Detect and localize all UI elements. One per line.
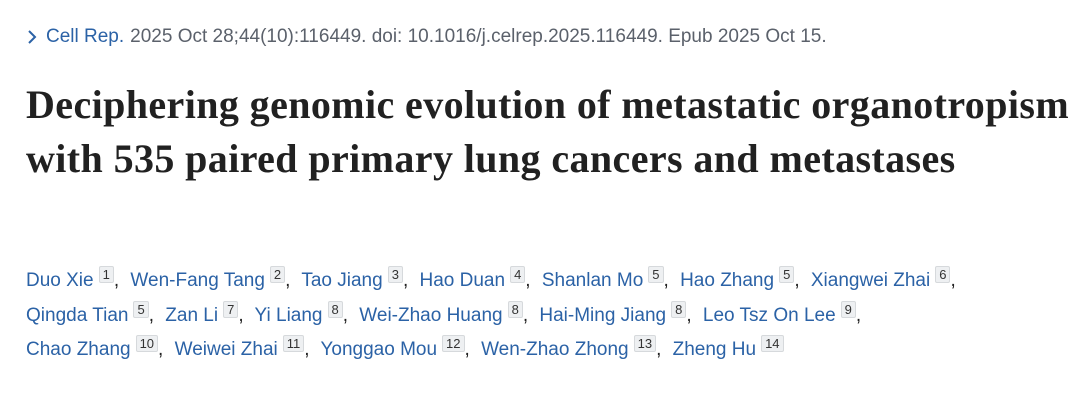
affiliation-number[interactable]: 8 <box>327 300 343 318</box>
affiliation-number[interactable]: 12 <box>442 335 465 352</box>
author: Qingda Tian 5, <box>26 300 160 326</box>
author-name[interactable]: Chao Zhang <box>26 339 131 360</box>
author: Duo Xie 1, <box>26 266 125 291</box>
affiliation-number[interactable]: 4 <box>510 266 526 283</box>
author-name[interactable]: Zheng Hu <box>672 339 757 360</box>
affiliation-number[interactable]: 8 <box>671 300 687 318</box>
citation: Cell Rep. 2025 Oct 28;44(10):116449. doi… <box>26 26 827 48</box>
author: Yonggao Mou 12, <box>320 335 475 360</box>
affiliation-number[interactable]: 5 <box>133 300 149 318</box>
author-name[interactable]: Shanlan Mo <box>541 270 644 291</box>
separator: , <box>285 270 291 291</box>
affiliation-number[interactable]: 5 <box>779 266 795 283</box>
author: Tao Jiang 3, <box>301 266 414 291</box>
author-name[interactable]: Yonggao Mou <box>320 339 438 360</box>
author-name[interactable]: Hao Zhang <box>680 270 775 291</box>
author-name[interactable]: Qingda Tian <box>26 304 129 326</box>
author: Shanlan Mo 5, <box>541 266 675 291</box>
author-name[interactable]: Xiangwei Zhai <box>810 270 931 291</box>
affiliation-number[interactable]: 3 <box>387 266 403 283</box>
author-name[interactable]: Wen-Zhao Zhong <box>481 339 629 360</box>
author: Zan Li 7, <box>165 300 249 326</box>
separator: , <box>794 270 800 291</box>
author: Hao Duan 4, <box>419 266 537 291</box>
author-name[interactable]: Leo Tsz On Lee <box>702 304 836 326</box>
affiliation-number[interactable]: 10 <box>135 335 159 352</box>
separator: , <box>525 270 531 291</box>
affiliation-number[interactable]: 14 <box>761 335 784 352</box>
separator: , <box>238 304 244 326</box>
author-name[interactable]: Weiwei Zhai <box>174 339 278 360</box>
author: Hai-Ming Jiang 8, <box>539 300 697 326</box>
author: Wen-Fang Tang 2, <box>130 266 296 291</box>
author: Leo Tsz On Lee 9, <box>702 300 867 326</box>
separator: , <box>113 270 120 291</box>
separator: , <box>464 339 470 360</box>
article-title: Deciphering genomic evolution of metasta… <box>26 82 1070 181</box>
affiliation-number[interactable]: 11 <box>282 335 305 352</box>
separator: , <box>522 304 529 326</box>
separator: , <box>656 339 662 360</box>
separator: , <box>304 339 310 360</box>
affiliation-number[interactable]: 8 <box>507 300 523 318</box>
separator: , <box>158 339 164 360</box>
author-name[interactable]: Tao Jiang <box>301 270 383 291</box>
separator: , <box>148 304 154 326</box>
author: Wen-Zhao Zhong 13, <box>481 335 667 360</box>
chevron-icon <box>28 30 37 44</box>
separator: , <box>663 270 669 291</box>
affiliation-number[interactable]: 6 <box>935 266 951 283</box>
affiliation-number[interactable]: 9 <box>840 300 856 318</box>
author: Yi Liang 8, <box>254 300 354 326</box>
author: Xiangwei Zhai 6, <box>810 266 962 291</box>
separator: , <box>402 270 409 291</box>
separator: , <box>855 304 862 326</box>
affiliation-number[interactable]: 2 <box>269 266 286 283</box>
author-name[interactable]: Hai-Ming Jiang <box>539 304 667 326</box>
affiliation-number[interactable]: 5 <box>648 266 664 283</box>
journal-link[interactable]: Cell Rep. <box>46 26 125 47</box>
author: Chao Zhang 10, <box>26 335 169 360</box>
author: Wei-Zhao Huang 8, <box>359 300 534 326</box>
author-name[interactable]: Wen-Fang Tang <box>130 270 265 291</box>
author: Zheng Hu 14 <box>672 335 784 360</box>
author: Hao Zhang 5, <box>680 266 806 291</box>
separator: , <box>950 270 956 291</box>
author-name[interactable]: Zan Li <box>165 304 219 326</box>
author-name[interactable]: Yi Liang <box>254 304 323 326</box>
affiliation-number[interactable]: 13 <box>633 335 657 352</box>
separator: , <box>342 304 349 326</box>
separator: , <box>686 304 692 326</box>
affiliation-number[interactable]: 1 <box>98 266 114 283</box>
author-name[interactable]: Hao Duan <box>419 270 506 291</box>
author: Weiwei Zhai 11, <box>174 335 316 360</box>
author-list: Duo Xie 1, Wen-Fang Tang 2, Tao Jiang 3, Ha… <box>26 264 986 368</box>
affiliation-number[interactable]: 7 <box>223 300 239 318</box>
citation-details: 2025 Oct 28;44(10):116449. doi: 10.1016/… <box>130 26 827 47</box>
author-name[interactable]: Wei-Zhao Huang <box>359 304 503 326</box>
author-name[interactable]: Duo Xie <box>26 270 94 291</box>
